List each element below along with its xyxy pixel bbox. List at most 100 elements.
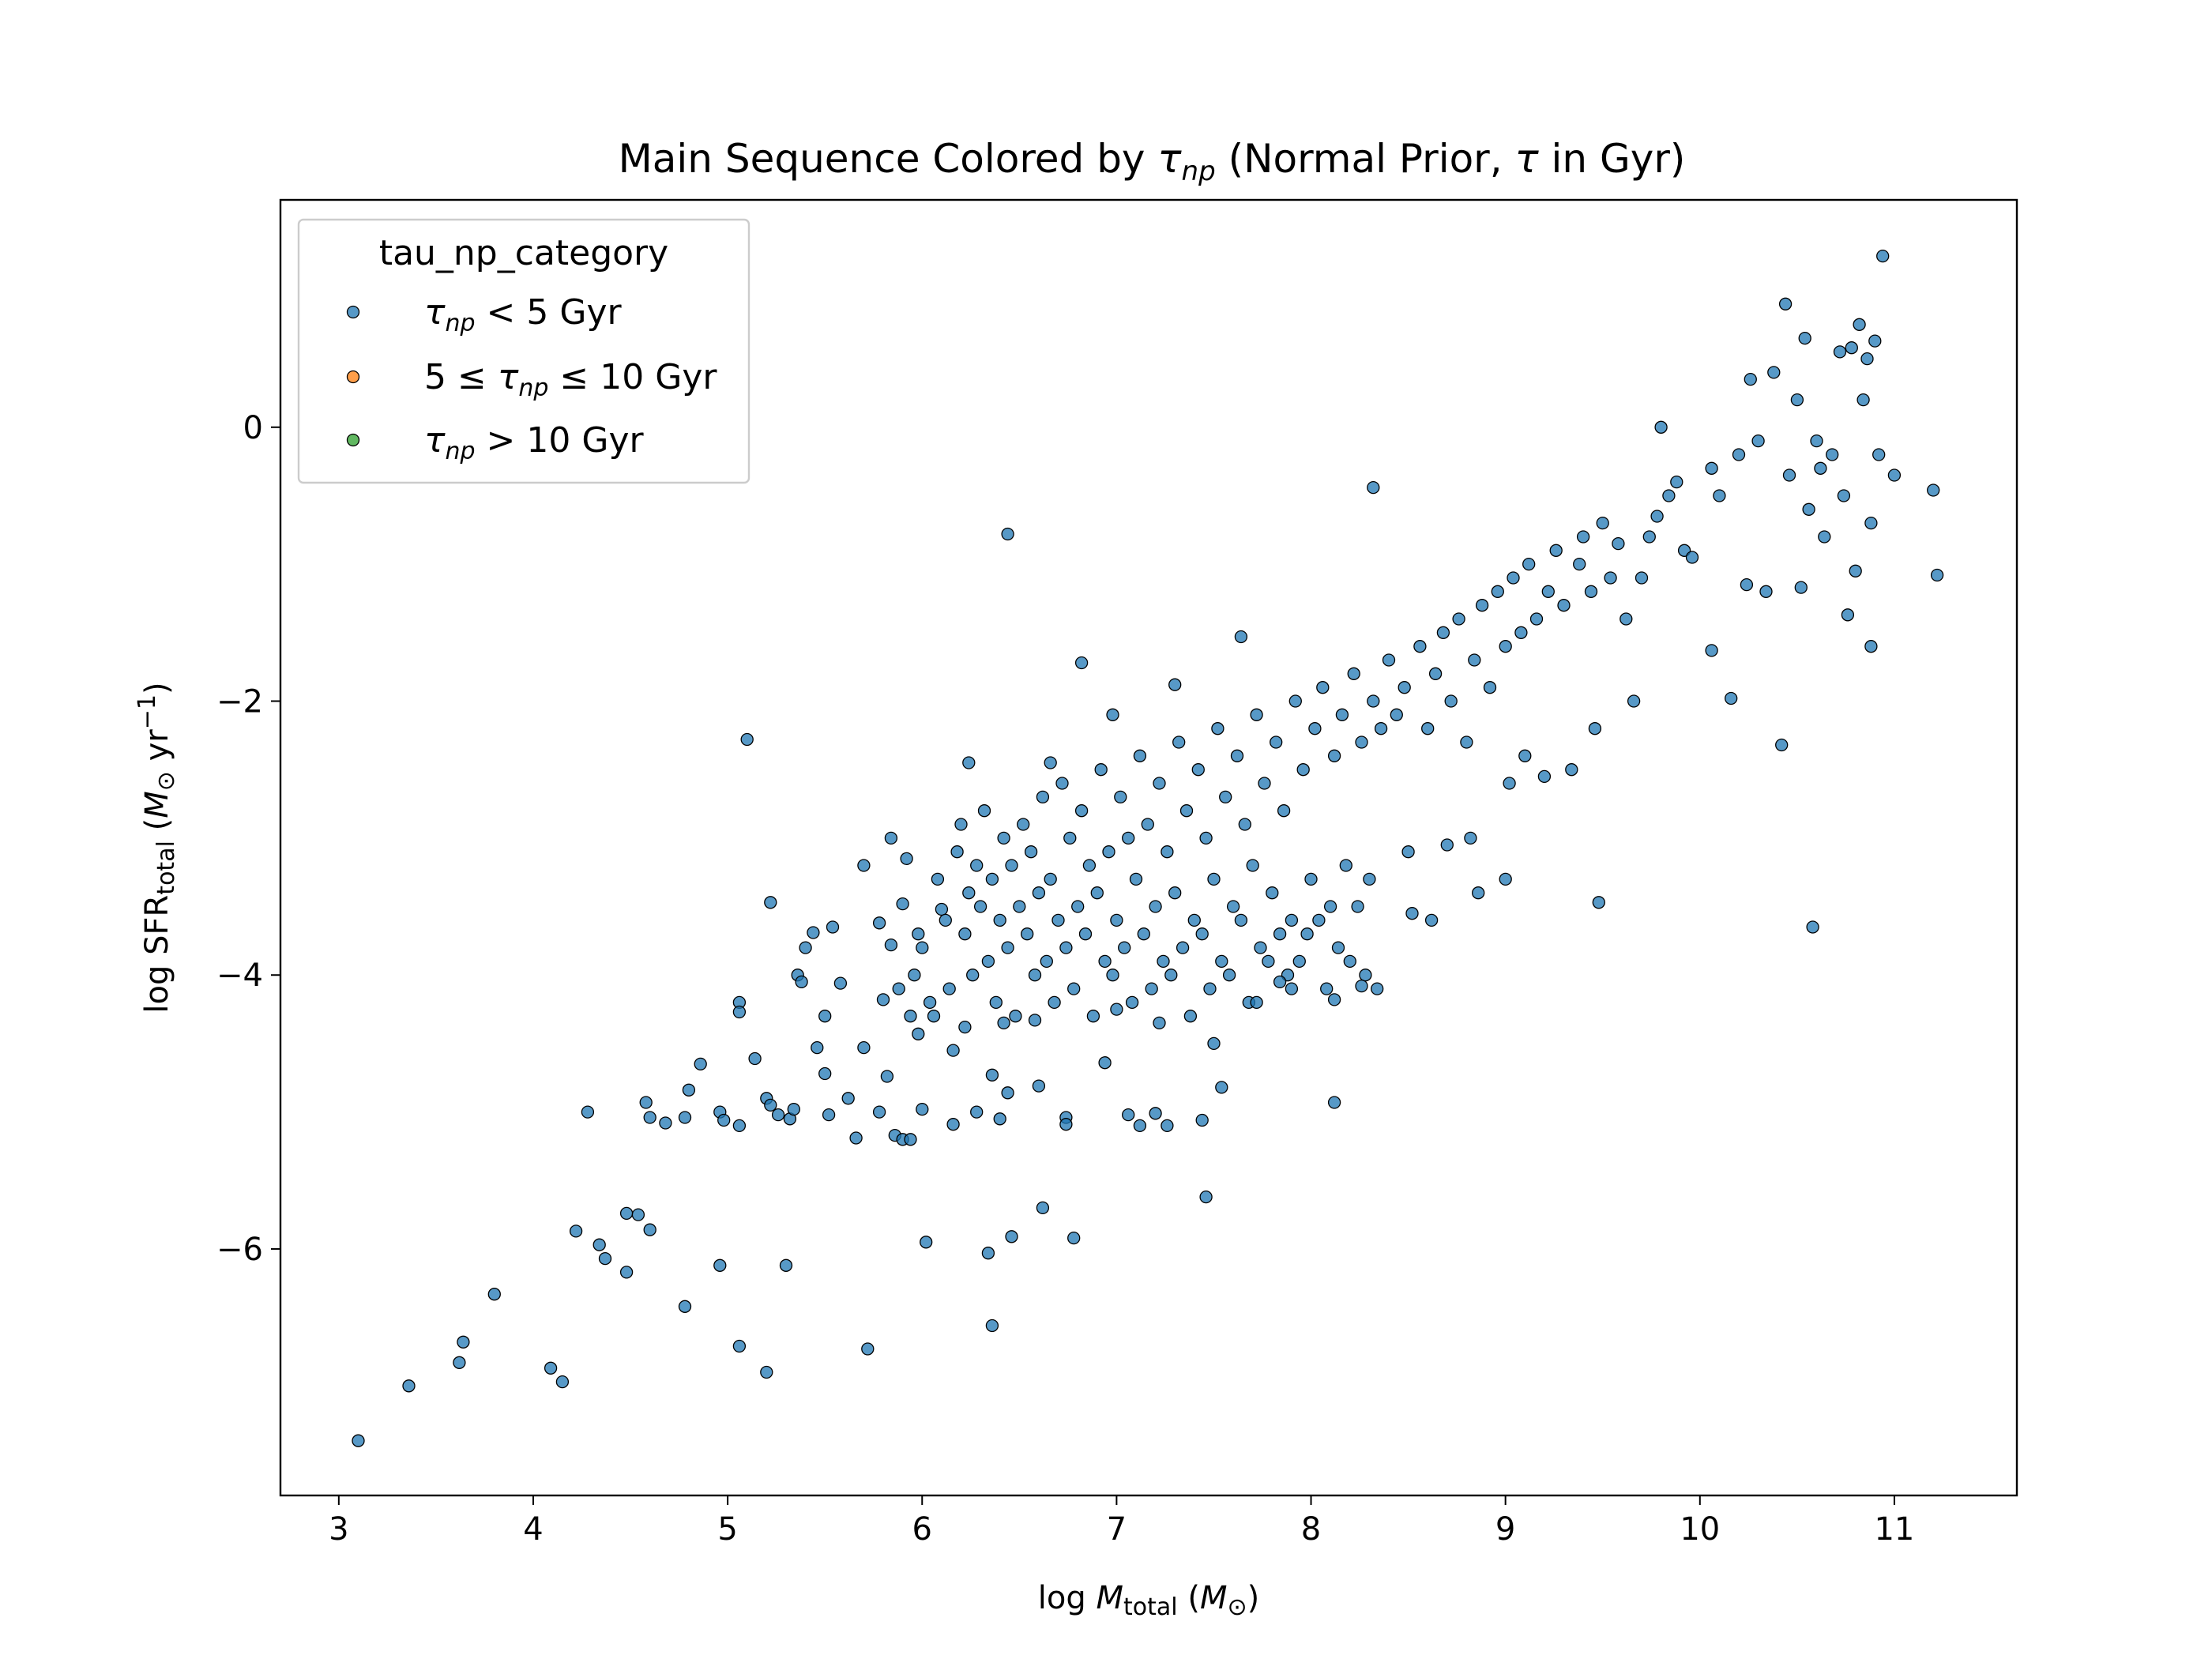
- scatter-point: [841, 1092, 855, 1105]
- scatter-point: [1798, 331, 1811, 345]
- scatter-point: [1331, 941, 1345, 954]
- scatter-point: [1017, 818, 1030, 831]
- scatter-point: [1374, 722, 1388, 735]
- scatter-point: [1327, 993, 1341, 1006]
- scatter-point: [923, 995, 937, 1010]
- scatter-point: [717, 1113, 731, 1127]
- scatter-point: [1316, 681, 1330, 694]
- scatter-point: [1868, 334, 1882, 348]
- scatter-point: [1413, 640, 1427, 653]
- scatter-point: [1288, 694, 1302, 708]
- scatter-point: [1157, 954, 1170, 969]
- scatter-point: [1122, 831, 1135, 845]
- scatter-point: [764, 896, 777, 909]
- x-tick-label: 11: [1874, 1511, 1914, 1548]
- scatter-point: [1179, 804, 1194, 818]
- y-axis: −6 −4 −2 0: [216, 410, 280, 1268]
- scatter-point: [1841, 608, 1855, 622]
- scatter-point: [1367, 694, 1380, 708]
- scatter-point: [1503, 777, 1516, 790]
- scatter-point: [1549, 544, 1563, 557]
- scatter-point: [1164, 969, 1178, 982]
- scatter-point: [619, 1266, 634, 1279]
- scatter-point: [592, 1238, 606, 1251]
- scatter-point: [1001, 1086, 1014, 1100]
- scatter-point: [1320, 982, 1334, 995]
- scatter-point: [678, 1300, 692, 1313]
- scatter-point: [732, 1339, 747, 1353]
- scatter-point: [1460, 735, 1473, 749]
- x-tick-label: 5: [717, 1511, 737, 1548]
- scatter-point: [1246, 859, 1259, 872]
- scatter-point: [826, 920, 840, 934]
- scatter-point: [927, 1010, 941, 1023]
- scatter-point: [1285, 913, 1299, 927]
- scatter-point: [1161, 1119, 1174, 1133]
- y-tick-label: −2: [216, 684, 263, 720]
- scatter-point: [1032, 886, 1046, 900]
- scatter-point: [1390, 708, 1403, 721]
- scatter-point: [997, 831, 1010, 845]
- scatter-point: [1705, 461, 1718, 475]
- scatter-point: [1475, 599, 1489, 612]
- scatter-point: [1864, 516, 1878, 530]
- scatter-point: [1814, 461, 1827, 475]
- scatter-point: [1129, 872, 1143, 886]
- scatter-point: [1149, 1107, 1162, 1120]
- scatter-point: [1219, 790, 1232, 804]
- scatter-point: [740, 732, 754, 747]
- y-tick-label: 0: [243, 410, 263, 446]
- scatter-point: [942, 982, 956, 995]
- scatter-point: [760, 1365, 773, 1379]
- scatter-point: [1483, 681, 1497, 694]
- scatter-point: [1094, 763, 1108, 777]
- scatter-point: [1207, 872, 1221, 886]
- scatter-point: [1740, 577, 1754, 592]
- plot-area: [279, 198, 2018, 1497]
- scatter-point: [822, 1108, 836, 1122]
- scatter-point: [935, 902, 949, 916]
- scatter-point: [1005, 1230, 1018, 1243]
- scatter-point: [1557, 599, 1571, 612]
- scatter-point: [1818, 530, 1831, 544]
- scatter-point: [1355, 735, 1368, 749]
- scatter-point: [544, 1361, 558, 1375]
- scatter-point: [958, 927, 972, 941]
- scatter-point: [880, 1070, 894, 1083]
- scatter-point: [1927, 483, 1940, 497]
- scatter-point: [818, 1010, 832, 1023]
- scatter-point: [892, 982, 905, 995]
- scatter-point: [939, 913, 952, 927]
- scatter-point: [1790, 393, 1804, 407]
- scatter-point: [916, 1102, 929, 1116]
- scatter-point: [981, 1247, 995, 1260]
- scatter-point: [569, 1224, 583, 1238]
- x-axis-label: log Mtotal (M⊙): [1038, 1580, 1259, 1621]
- scatter-point: [1499, 640, 1512, 653]
- scatter-point: [1876, 249, 1890, 263]
- scatter-point: [1767, 366, 1781, 379]
- x-tick-label: 6: [912, 1511, 932, 1548]
- scatter-point: [1215, 1081, 1228, 1094]
- scatter-point: [1040, 954, 1053, 969]
- scatter-point: [1382, 653, 1396, 667]
- scatter-point: [1063, 831, 1077, 845]
- scatter-point: [1044, 756, 1057, 769]
- scatter-point: [1207, 1036, 1221, 1051]
- scatter-point: [1464, 831, 1477, 845]
- scatter-point: [1355, 979, 1368, 993]
- scatter-point: [1351, 900, 1364, 913]
- scatter-point: [1203, 982, 1217, 995]
- scatter-point: [1270, 735, 1283, 749]
- scatter-point: [1238, 818, 1251, 831]
- scatter-point: [1021, 927, 1034, 941]
- scatter-point: [732, 1005, 747, 1019]
- scatter-point: [1067, 1231, 1081, 1245]
- scatter-point: [966, 969, 980, 982]
- scatter-point: [1172, 735, 1186, 749]
- scatter-point: [1161, 845, 1174, 859]
- scatter-point: [1537, 769, 1552, 784]
- scatter-point: [1810, 434, 1823, 448]
- scatter-point: [1036, 1201, 1050, 1215]
- scatter-point: [487, 1288, 501, 1301]
